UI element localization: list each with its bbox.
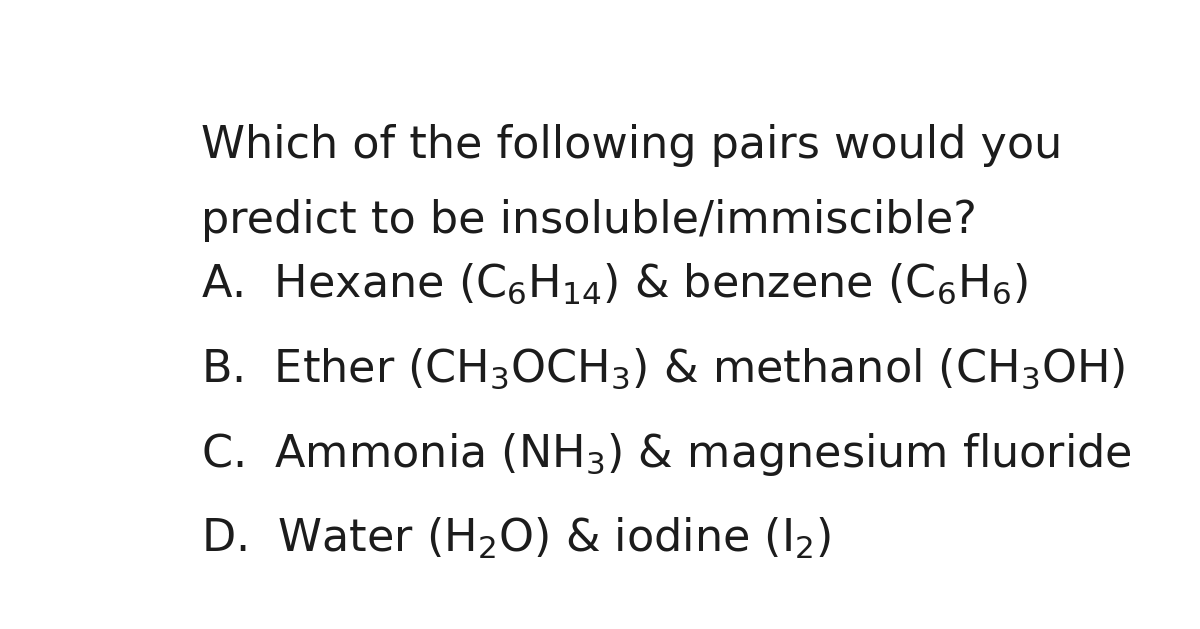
- Text: Which of the following pairs would you: Which of the following pairs would you: [202, 124, 1062, 167]
- Text: A.  Hexane ($\mathregular{C_6H_{14}}$) & benzene ($\mathregular{C_6H_6}$): A. Hexane ($\mathregular{C_6H_{14}}$) & …: [202, 262, 1027, 306]
- Text: D.  Water ($\mathregular{H_2O}$) & iodine ($\mathregular{I_2}$): D. Water ($\mathregular{H_2O}$) & iodine…: [202, 516, 832, 562]
- Text: predict to be insoluble/immiscible?: predict to be insoluble/immiscible?: [202, 199, 977, 242]
- Text: B.  Ether ($\mathregular{CH_3OCH_3}$) & methanol ($\mathregular{CH_3OH}$): B. Ether ($\mathregular{CH_3OCH_3}$) & m…: [202, 347, 1126, 391]
- Text: C.  Ammonia ($\mathregular{NH_3}$) & magnesium fluoride: C. Ammonia ($\mathregular{NH_3}$) & magn…: [202, 431, 1132, 479]
